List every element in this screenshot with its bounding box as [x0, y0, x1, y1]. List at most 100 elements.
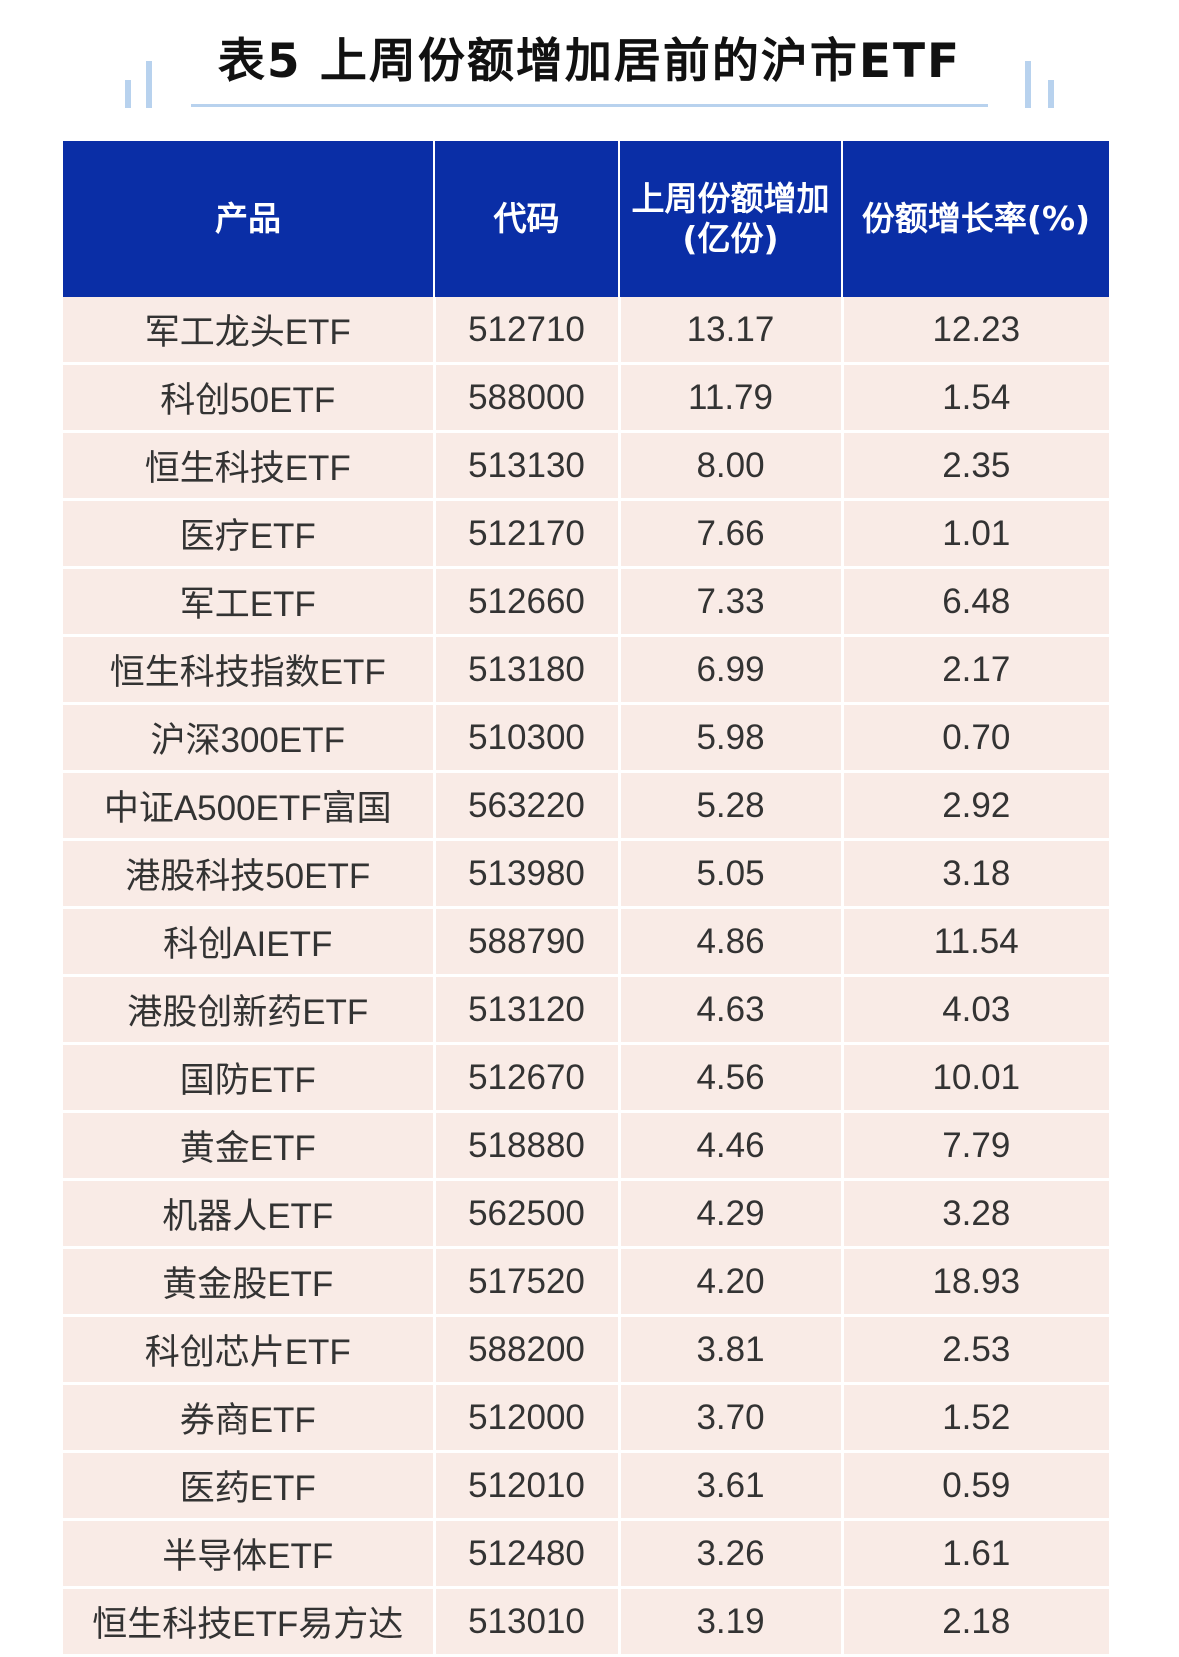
cell-product: 军工ETF — [63, 567, 436, 637]
table-row: 科创AIETF 588790 4.86 11.54 — [63, 907, 1109, 977]
cell-code: 513980 — [434, 839, 621, 909]
table-row: 恒生科技ETF易方达 513010 3.19 2.18 — [63, 1587, 1109, 1657]
cell-growth-rate: 2.35 — [842, 431, 1109, 501]
table-row: 券商ETF 512000 3.70 1.52 — [63, 1383, 1109, 1453]
cell-share-increase: 4.63 — [619, 975, 844, 1045]
table-row: 半导体ETF 512480 3.26 1.61 — [63, 1519, 1109, 1589]
cell-product: 半导体ETF — [63, 1519, 436, 1589]
cell-product: 医药ETF — [63, 1451, 436, 1521]
cell-growth-rate: 0.59 — [842, 1451, 1109, 1521]
table-row: 医疗ETF 512170 7.66 1.01 — [63, 499, 1109, 569]
cell-growth-rate: 4.03 — [842, 975, 1109, 1045]
table-row: 港股科技50ETF 513980 5.05 3.18 — [63, 839, 1109, 909]
cell-code: 513010 — [434, 1587, 621, 1657]
cell-product: 港股创新药ETF — [63, 975, 436, 1045]
cell-growth-rate: 2.53 — [842, 1315, 1109, 1385]
cell-share-increase: 8.00 — [619, 431, 844, 501]
cell-growth-rate: 11.54 — [842, 907, 1109, 977]
cell-product: 中证A500ETF富国 — [63, 771, 436, 841]
cell-code: 513130 — [434, 431, 621, 501]
cell-code: 517520 — [434, 1247, 621, 1317]
cell-share-increase: 11.79 — [619, 363, 844, 433]
cell-share-increase: 4.56 — [619, 1043, 844, 1113]
cell-product: 科创芯片ETF — [63, 1315, 436, 1385]
cell-share-increase: 4.46 — [619, 1111, 844, 1181]
cell-product: 恒生科技ETF — [63, 431, 436, 501]
table-row: 港股创新药ETF 513120 4.63 4.03 — [63, 975, 1109, 1045]
cell-product: 券商ETF — [63, 1383, 436, 1453]
cell-code: 562500 — [434, 1179, 621, 1249]
cell-growth-rate: 1.54 — [842, 363, 1109, 433]
title-underline — [191, 104, 988, 107]
cell-share-increase: 13.17 — [619, 297, 844, 365]
cell-share-increase: 5.98 — [619, 703, 844, 773]
cell-product: 科创50ETF — [63, 363, 436, 433]
cell-growth-rate: 3.28 — [842, 1179, 1109, 1249]
cell-share-increase: 5.28 — [619, 771, 844, 841]
cell-growth-rate: 2.92 — [842, 771, 1109, 841]
table-row: 黄金股ETF 517520 4.20 18.93 — [63, 1247, 1109, 1317]
header-product: 产品 — [63, 141, 435, 297]
decor-bar — [146, 61, 152, 108]
header-share-increase: 上周份额增加 (亿份) — [619, 141, 843, 297]
cell-product: 国防ETF — [63, 1043, 436, 1113]
cell-product: 恒生科技指数ETF — [63, 635, 436, 705]
table-row: 机器人ETF 562500 4.29 3.28 — [63, 1179, 1109, 1249]
cell-code: 588790 — [434, 907, 621, 977]
cell-share-increase: 6.99 — [619, 635, 844, 705]
table-row: 黄金ETF 518880 4.46 7.79 — [63, 1111, 1109, 1181]
cell-product: 机器人ETF — [63, 1179, 436, 1249]
decor-bar — [125, 80, 131, 108]
cell-share-increase: 3.61 — [619, 1451, 844, 1521]
cell-growth-rate: 3.18 — [842, 839, 1109, 909]
table-row: 科创50ETF 588000 11.79 1.54 — [63, 363, 1109, 433]
cell-growth-rate: 2.17 — [842, 635, 1109, 705]
decor-bar — [1025, 61, 1031, 108]
cell-code: 512480 — [434, 1519, 621, 1589]
cell-product: 黄金ETF — [63, 1111, 436, 1181]
etf-table: 产品 代码 上周份额增加 (亿份) 份额增长率(%) 军工龙头ETF 512710… — [63, 141, 1109, 1657]
cell-share-increase: 3.26 — [619, 1519, 844, 1589]
cell-share-increase: 3.19 — [619, 1587, 844, 1657]
table-row: 科创芯片ETF 588200 3.81 2.53 — [63, 1315, 1109, 1385]
cell-growth-rate: 2.18 — [842, 1587, 1109, 1657]
cell-code: 588200 — [434, 1315, 621, 1385]
cell-code: 510300 — [434, 703, 621, 773]
table-row: 沪深300ETF 510300 5.98 0.70 — [63, 703, 1109, 773]
table-row: 国防ETF 512670 4.56 10.01 — [63, 1043, 1109, 1113]
decor-bar — [1048, 80, 1054, 108]
cell-product: 科创AIETF — [63, 907, 436, 977]
table-row: 中证A500ETF富国 563220 5.28 2.92 — [63, 771, 1109, 841]
cell-growth-rate: 10.01 — [842, 1043, 1109, 1113]
cell-growth-rate: 1.61 — [842, 1519, 1109, 1589]
cell-share-increase: 4.29 — [619, 1179, 844, 1249]
cell-share-increase: 5.05 — [619, 839, 844, 909]
cell-code: 518880 — [434, 1111, 621, 1181]
header-code: 代码 — [434, 141, 620, 297]
cell-growth-rate: 1.52 — [842, 1383, 1109, 1453]
cell-growth-rate: 12.23 — [842, 297, 1109, 365]
cell-code: 512660 — [434, 567, 621, 637]
cell-code: 512670 — [434, 1043, 621, 1113]
cell-growth-rate: 7.79 — [842, 1111, 1109, 1181]
cell-share-increase: 3.81 — [619, 1315, 844, 1385]
table-row: 恒生科技ETF 513130 8.00 2.35 — [63, 431, 1109, 501]
cell-code: 588000 — [434, 363, 621, 433]
cell-growth-rate: 0.70 — [842, 703, 1109, 773]
cell-code: 513180 — [434, 635, 621, 705]
table-row: 军工ETF 512660 7.33 6.48 — [63, 567, 1109, 637]
cell-share-increase: 3.70 — [619, 1383, 844, 1453]
table-row: 恒生科技指数ETF 513180 6.99 2.17 — [63, 635, 1109, 705]
cell-product: 军工龙头ETF — [63, 297, 436, 365]
cell-growth-rate: 18.93 — [842, 1247, 1109, 1317]
header-growth-rate: 份额增长率(%) — [842, 141, 1109, 297]
header-row: 产品 代码 上周份额增加 (亿份) 份额增长率(%) — [63, 141, 1109, 297]
cell-code: 512710 — [434, 297, 621, 365]
cell-code: 512170 — [434, 499, 621, 569]
cell-share-increase: 4.86 — [619, 907, 844, 977]
cell-product: 黄金股ETF — [63, 1247, 436, 1317]
cell-code: 512000 — [434, 1383, 621, 1453]
cell-share-increase: 7.66 — [619, 499, 844, 569]
cell-product: 港股科技50ETF — [63, 839, 436, 909]
table-row: 军工龙头ETF 512710 13.17 12.23 — [63, 297, 1109, 365]
